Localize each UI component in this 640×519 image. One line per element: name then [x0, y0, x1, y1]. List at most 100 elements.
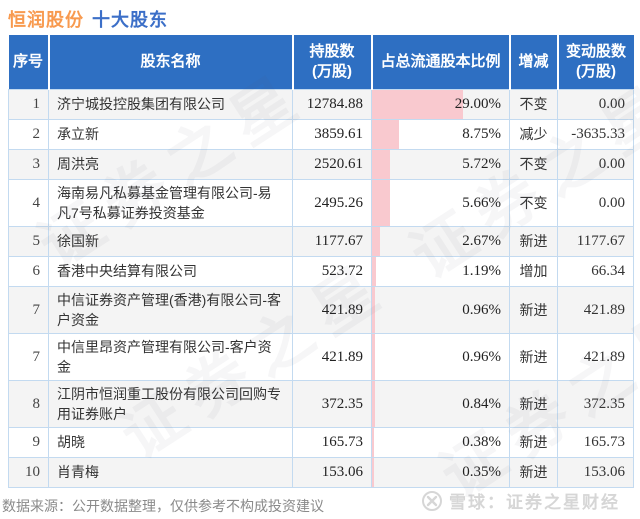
change-shares: 421.89 [557, 332, 634, 381]
table-row: 8 江阴市恒润重工股份有限公司回购专用证券账户 372.35 0.84% 新进 … [8, 379, 634, 428]
header-change-shares: 变动股数 (万股) [557, 35, 634, 89]
change-direction: 新进 [509, 456, 558, 488]
shares-held: 153.06 [292, 456, 372, 488]
float-ratio-cell: 1.19% [371, 255, 510, 287]
shareholder-name: 中信证券资产管理(香港)有限公司-客户资金 [48, 285, 293, 334]
shares-held: 2495.26 [292, 178, 372, 227]
header-shareholder-name: 股东名称 [48, 35, 294, 89]
shares-held: 421.89 [292, 332, 372, 381]
float-ratio-cell: 0.38% [371, 426, 510, 458]
shareholder-name: 海南易凡私募基金管理有限公司-易凡7号私募证券投资基金 [48, 178, 293, 227]
shares-held: 421.89 [292, 285, 372, 334]
header-float-ratio: 占总流通股本比例 [371, 35, 511, 89]
change-shares: 0.00 [557, 88, 634, 120]
change-direction: 新进 [509, 379, 558, 428]
float-ratio-cell: 0.96% [371, 332, 510, 381]
row-index: 2 [8, 118, 49, 150]
change-shares: 372.35 [557, 379, 634, 428]
shares-held: 12784.88 [292, 88, 372, 120]
change-direction: 新进 [509, 225, 558, 257]
float-ratio-cell: 0.84% [371, 379, 510, 428]
change-direction: 新进 [509, 426, 558, 458]
row-index: 7 [8, 332, 49, 381]
change-direction: 新进 [509, 285, 558, 334]
shares-held: 372.35 [292, 379, 372, 428]
row-index: 6 [8, 255, 49, 287]
change-shares: -3635.33 [557, 118, 634, 150]
change-direction: 不变 [509, 148, 558, 180]
shares-held: 165.73 [292, 426, 372, 458]
ratio-bar [372, 380, 375, 427]
ratio-bar [372, 427, 374, 457]
change-shares: 0.00 [557, 148, 634, 180]
row-index: 9 [8, 426, 49, 458]
float-ratio-cell: 5.66% [371, 178, 510, 227]
shares-held: 1177.67 [292, 225, 372, 257]
ratio-label: 29.00% [454, 96, 501, 112]
float-ratio-cell: 8.75% [371, 118, 510, 150]
shareholder-name: 承立新 [48, 118, 293, 150]
ratio-label: 8.75% [462, 126, 501, 142]
shareholders-table: 序号 股东名称 持股数 (万股) 占总流通股本比例 增减 变动股数 (万股) 1… [8, 35, 634, 488]
change-direction: 不变 [509, 178, 558, 227]
row-index: 4 [8, 178, 49, 227]
company-name: 恒润股份 [8, 10, 84, 30]
table-row: 2 承立新 3859.61 8.75% 减少 -3635.33 [8, 118, 634, 150]
row-index: 1 [8, 88, 49, 120]
table-row: 9 胡晓 165.73 0.38% 新进 165.73 [8, 426, 634, 458]
ratio-bar [372, 226, 381, 256]
row-index: 5 [8, 225, 49, 257]
page-title: 恒润股份 十大股东 [8, 6, 168, 32]
ratio-label: 0.96% [462, 301, 501, 318]
ratio-bar [372, 119, 400, 149]
ratio-bar [372, 256, 376, 286]
ratio-bar [372, 89, 464, 119]
change-direction: 减少 [509, 118, 558, 150]
ratio-label: 0.84% [462, 395, 501, 412]
change-shares: 66.34 [557, 255, 634, 287]
section-title: 十大股东 [92, 10, 168, 30]
table-row: 6 香港中央结算有限公司 523.72 1.19% 增加 66.34 [8, 255, 634, 287]
table-row: 5 徐国新 1177.67 2.67% 新进 1177.67 [8, 225, 634, 257]
ratio-bar [372, 457, 374, 487]
row-index: 3 [8, 148, 49, 180]
table-row: 3 周洪亮 2520.61 5.72% 不变 0.00 [8, 148, 634, 180]
shareholder-name: 济宁城投控股集团有限公司 [48, 88, 293, 120]
shareholder-name: 徐国新 [48, 225, 293, 257]
ratio-bar [372, 179, 390, 226]
table-header-row: 序号 股东名称 持股数 (万股) 占总流通股本比例 增减 变动股数 (万股) [8, 35, 634, 89]
table-row: 7 中信里昂资产管理有限公司-客户资金 421.89 0.96% 新进 421.… [8, 332, 634, 381]
ratio-bar [372, 149, 390, 179]
shares-held: 2520.61 [292, 148, 372, 180]
xueqiu-logo-icon [421, 490, 443, 512]
row-index: 10 [8, 456, 49, 488]
ratio-bar [372, 286, 375, 333]
ratio-label: 1.19% [462, 263, 501, 279]
ratio-label: 5.72% [462, 156, 501, 172]
change-direction: 新进 [509, 332, 558, 381]
float-ratio-cell: 0.35% [371, 456, 510, 488]
shareholder-name: 香港中央结算有限公司 [48, 255, 293, 287]
ratio-label: 0.38% [462, 434, 501, 450]
shareholder-name: 周洪亮 [48, 148, 293, 180]
float-ratio-cell: 29.00% [371, 88, 510, 120]
row-index: 7 [8, 285, 49, 334]
shareholder-name: 江阴市恒润重工股份有限公司回购专用证券账户 [48, 379, 293, 428]
ratio-label: 5.66% [462, 194, 501, 211]
change-shares: 165.73 [557, 426, 634, 458]
table-row: 1 济宁城投控股集团有限公司 12784.88 29.00% 不变 0.00 [8, 88, 634, 120]
table-row: 7 中信证券资产管理(香港)有限公司-客户资金 421.89 0.96% 新进 … [8, 285, 634, 334]
change-shares: 0.00 [557, 178, 634, 227]
change-shares: 421.89 [557, 285, 634, 334]
shareholder-name: 肖青梅 [48, 456, 293, 488]
float-ratio-cell: 5.72% [371, 148, 510, 180]
table-row: 10 肖青梅 153.06 0.35% 新进 153.06 [8, 456, 634, 488]
brand-footer: 雪球：证券之星财经 [421, 488, 620, 513]
shares-held: 523.72 [292, 255, 372, 287]
brand-text: 雪球：证券之星财经 [449, 493, 620, 512]
ratio-label: 2.67% [462, 233, 501, 249]
ratio-label: 0.35% [462, 464, 501, 480]
shares-held: 3859.61 [292, 118, 372, 150]
table-row: 4 海南易凡私募基金管理有限公司-易凡7号私募证券投资基金 2495.26 5.… [8, 178, 634, 227]
shareholder-table-body: 1 济宁城投控股集团有限公司 12784.88 29.00% 不变 0.00 2… [8, 88, 634, 488]
